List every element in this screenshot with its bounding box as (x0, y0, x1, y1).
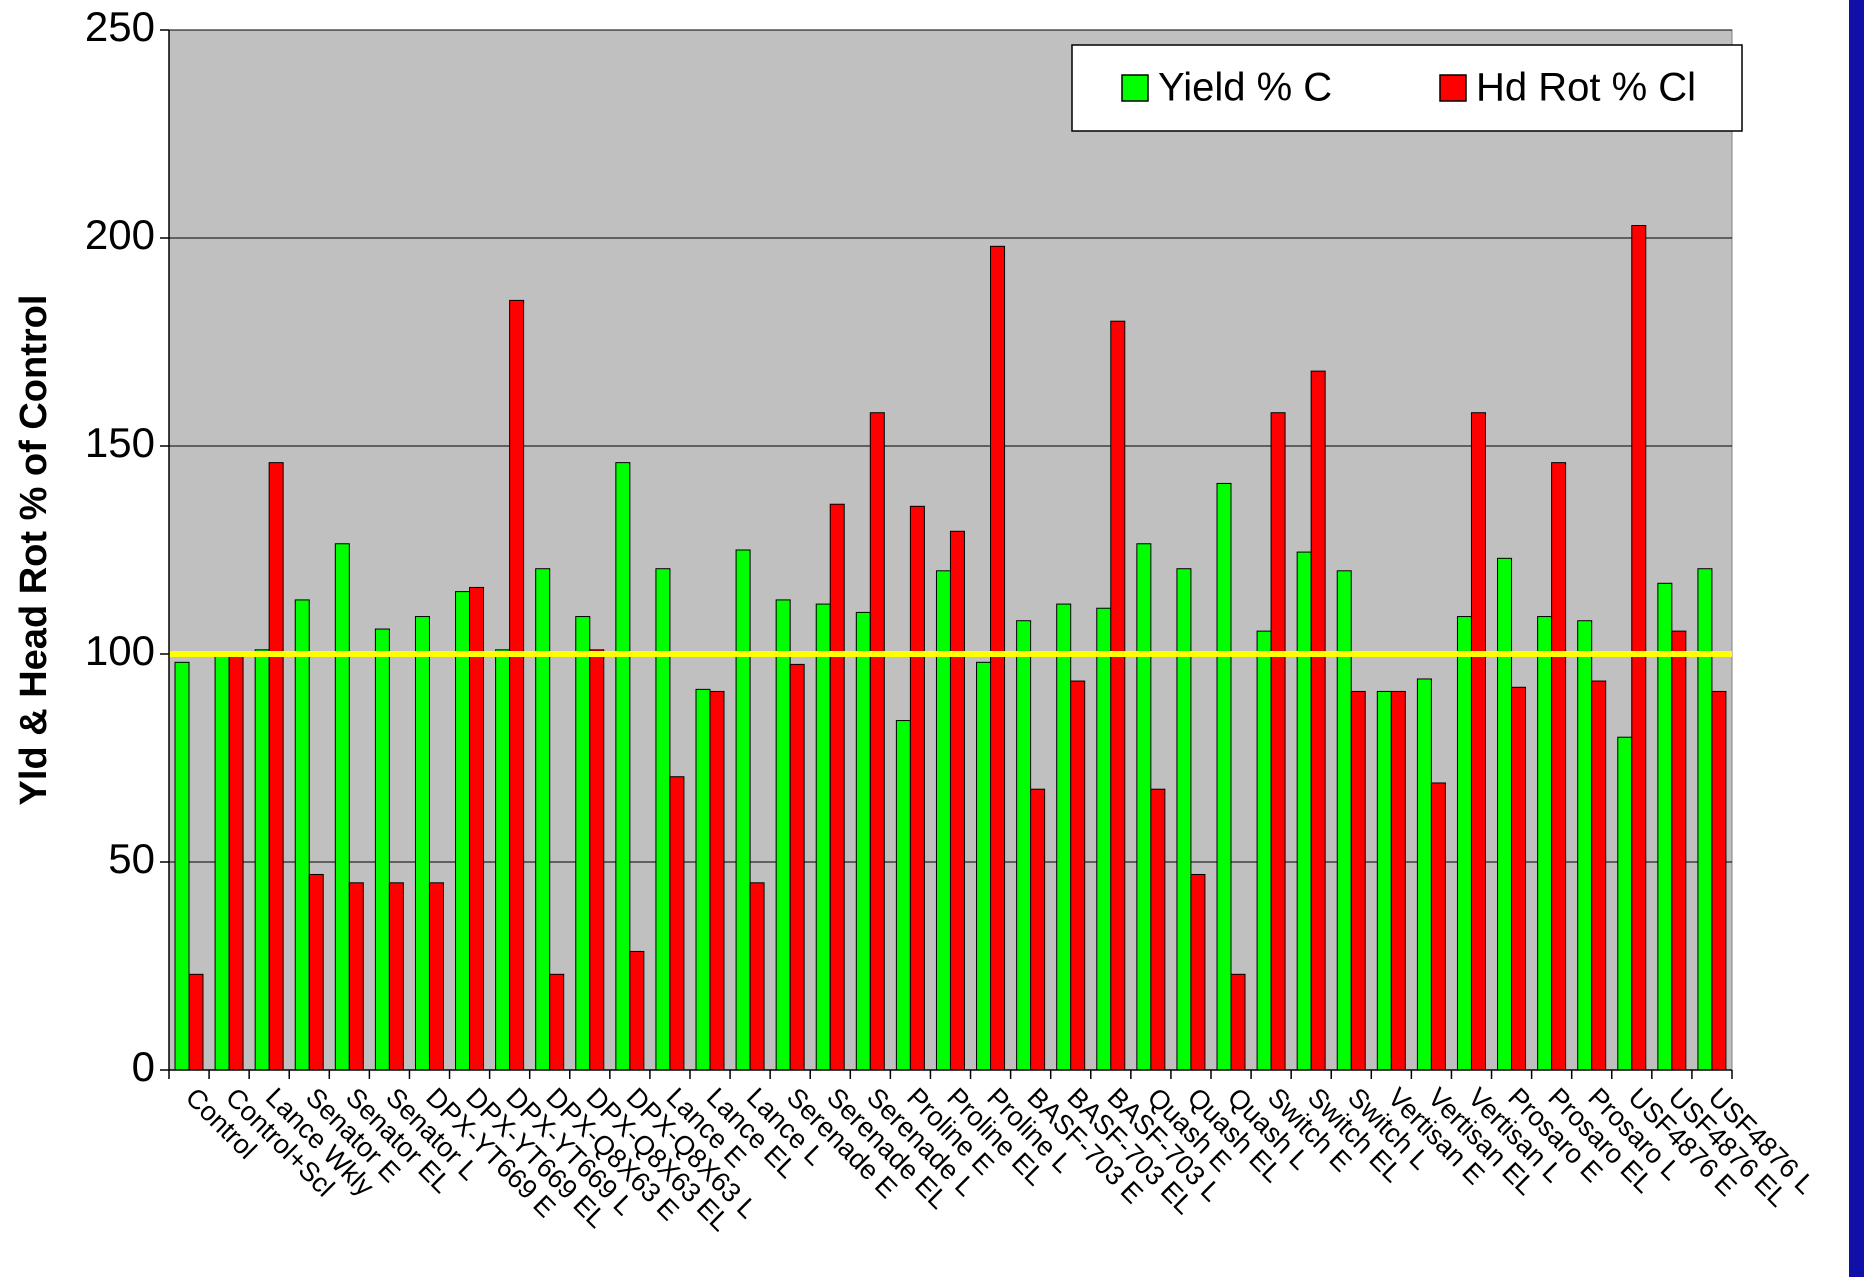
y-tick-label: 0 (132, 1043, 155, 1090)
bar (749, 882, 765, 1071)
bar (615, 462, 631, 1071)
bar (1270, 412, 1286, 1071)
bar (1537, 616, 1553, 1071)
bar (949, 530, 965, 1071)
bar (1056, 603, 1072, 1071)
bar (735, 549, 751, 1071)
bar (254, 649, 270, 1071)
bar (855, 611, 871, 1071)
bar (214, 653, 230, 1071)
bar (815, 603, 831, 1071)
bar (775, 599, 791, 1071)
legend: Yield % C Hd Rot % Cl (1071, 44, 1743, 132)
bar (575, 616, 591, 1071)
bar (348, 882, 364, 1071)
bar (414, 616, 430, 1071)
bar (334, 543, 350, 1071)
bar (695, 688, 711, 1071)
bar (829, 503, 845, 1071)
bar (1110, 320, 1126, 1071)
bar (294, 599, 310, 1071)
bar (1551, 462, 1567, 1071)
bar (669, 776, 685, 1071)
bar (1511, 686, 1527, 1071)
bar (869, 412, 885, 1071)
legend-box (1071, 44, 1743, 132)
bar (428, 882, 444, 1071)
bar (1470, 412, 1486, 1071)
bar (1336, 570, 1352, 1071)
bar (188, 973, 204, 1071)
bar (268, 462, 284, 1071)
y-tick-label: 200 (85, 211, 155, 258)
bar (1631, 225, 1647, 1071)
side-strip (1849, 0, 1864, 1277)
bar (1230, 973, 1246, 1071)
bar (1697, 568, 1713, 1071)
bar (589, 649, 605, 1071)
bar (1256, 630, 1272, 1071)
bar (1310, 370, 1326, 1071)
bar (935, 570, 951, 1071)
bar (509, 299, 525, 1071)
bar (308, 873, 324, 1071)
bar (789, 663, 805, 1071)
bar (1296, 551, 1312, 1071)
bar (895, 720, 911, 1071)
bar (1671, 630, 1687, 1071)
bar (495, 649, 511, 1071)
bar (1216, 482, 1232, 1071)
legend-label: Yield % C (1158, 66, 1332, 110)
bar (629, 950, 645, 1071)
bar (1456, 616, 1472, 1071)
bar (909, 505, 925, 1071)
y-tick-label: 150 (85, 419, 155, 466)
bar (1390, 690, 1406, 1071)
bar (1030, 788, 1046, 1071)
legend-swatch (1121, 74, 1149, 102)
bar (174, 661, 190, 1071)
bar (1016, 620, 1032, 1071)
bar (1617, 736, 1633, 1071)
bar (1577, 620, 1593, 1071)
bar (1711, 690, 1727, 1071)
legend-swatch (1439, 74, 1467, 102)
bar (1416, 678, 1432, 1071)
bar (655, 568, 671, 1071)
bar (976, 661, 992, 1071)
bar (228, 653, 244, 1071)
y-axis-title: Yld & Head Rot % of Control (13, 295, 55, 806)
legend-label: Hd Rot % Cl (1476, 66, 1696, 110)
bar (1136, 543, 1152, 1071)
bar (1150, 788, 1166, 1071)
bar (1591, 680, 1607, 1071)
bar (1070, 680, 1086, 1071)
y-tick-label: 250 (85, 3, 155, 50)
bar (709, 690, 725, 1071)
bar (1497, 557, 1513, 1071)
y-tick-label: 50 (108, 835, 155, 882)
bar (388, 882, 404, 1071)
bar (1430, 782, 1446, 1071)
bar (469, 586, 485, 1071)
bar (1376, 690, 1392, 1071)
bar (990, 245, 1006, 1071)
bar (455, 591, 471, 1071)
bar (1176, 568, 1192, 1071)
bar (374, 628, 390, 1071)
bar (549, 973, 565, 1071)
bar (535, 568, 551, 1071)
y-tick-label: 100 (85, 627, 155, 674)
bar (1190, 873, 1206, 1071)
bar (1096, 607, 1112, 1071)
bar (1350, 690, 1366, 1071)
